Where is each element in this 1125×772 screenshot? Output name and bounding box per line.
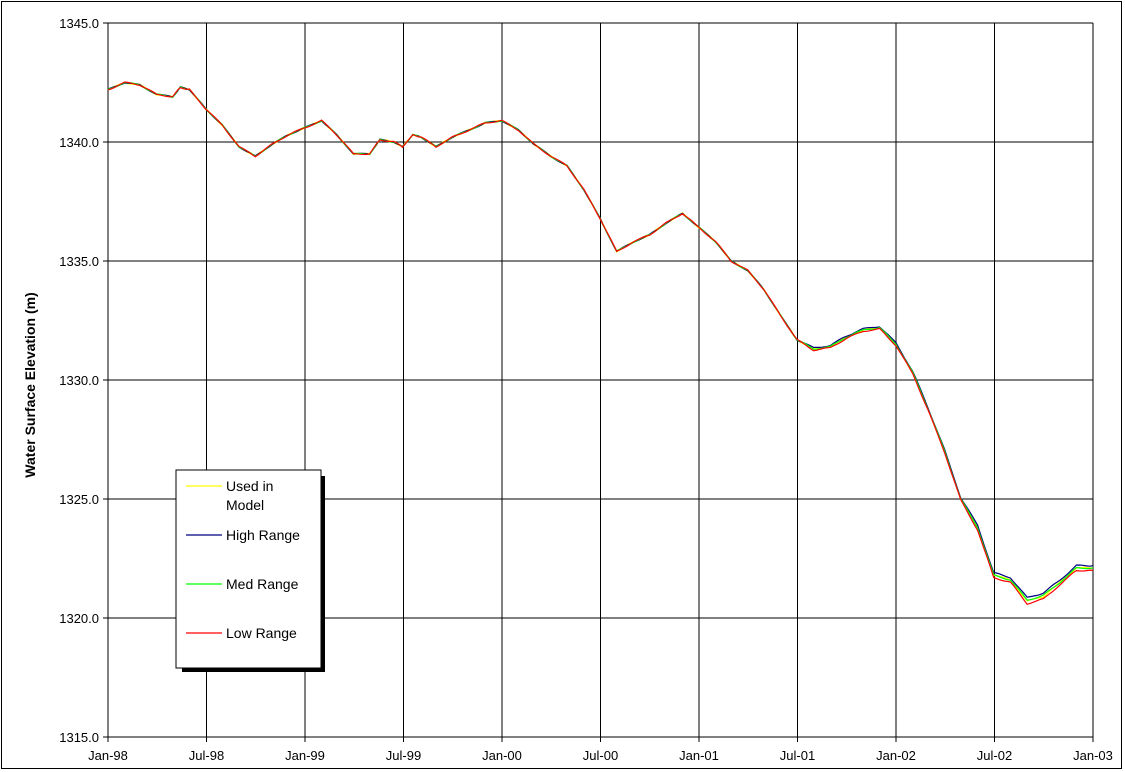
y-tick-labels: 1315.0 1320.0 1325.0 1330.0 1335.0 1340.0 1345… [59, 16, 99, 745]
legend-label: Med Range [226, 576, 299, 592]
x-tick-label: Jul-02 [977, 748, 1012, 763]
y-axis-title: Water Surface Elevation (m) [22, 292, 38, 477]
legend-label-line2: Model [226, 497, 264, 513]
x-tick-label: Jan-98 [88, 748, 128, 763]
y-tick-label: 1340.0 [59, 135, 99, 150]
y-tick-label: 1315.0 [59, 730, 99, 745]
y-tick-label: 1330.0 [59, 373, 99, 388]
x-tick-label: Jul-98 [189, 748, 224, 763]
x-tick-label: Jul-01 [780, 748, 815, 763]
x-tick-label: Jan-00 [482, 748, 522, 763]
legend-box [175, 469, 322, 669]
x-tick-label: Jan-01 [679, 748, 719, 763]
x-tick-labels: Jan-98 Jul-98 Jan-99 Jul-99 Jan-00 Jul-00 Jan-… [88, 748, 1113, 763]
y-tick-label: 1320.0 [59, 611, 99, 626]
legend-label: Low Range [226, 625, 297, 641]
legend-label: Used in [226, 478, 273, 494]
legend-label: High Range [226, 527, 300, 543]
x-tick-label: Jan-02 [876, 748, 916, 763]
x-tick-label: Jul-99 [386, 748, 421, 763]
y-tick-label: 1335.0 [59, 254, 99, 269]
legend: Used in Model High Range Med Range Low Range [175, 469, 325, 672]
x-tick-label: Jan-03 [1073, 748, 1113, 763]
y-tick-label: 1325.0 [59, 492, 99, 507]
axes [103, 22, 1094, 742]
y-tick-label: 1345.0 [59, 16, 99, 31]
series-lines [107, 81, 1094, 605]
x-tick-label: Jul-00 [583, 748, 618, 763]
x-tick-label: Jan-99 [285, 748, 325, 763]
series-line-low-range [107, 81, 1094, 605]
